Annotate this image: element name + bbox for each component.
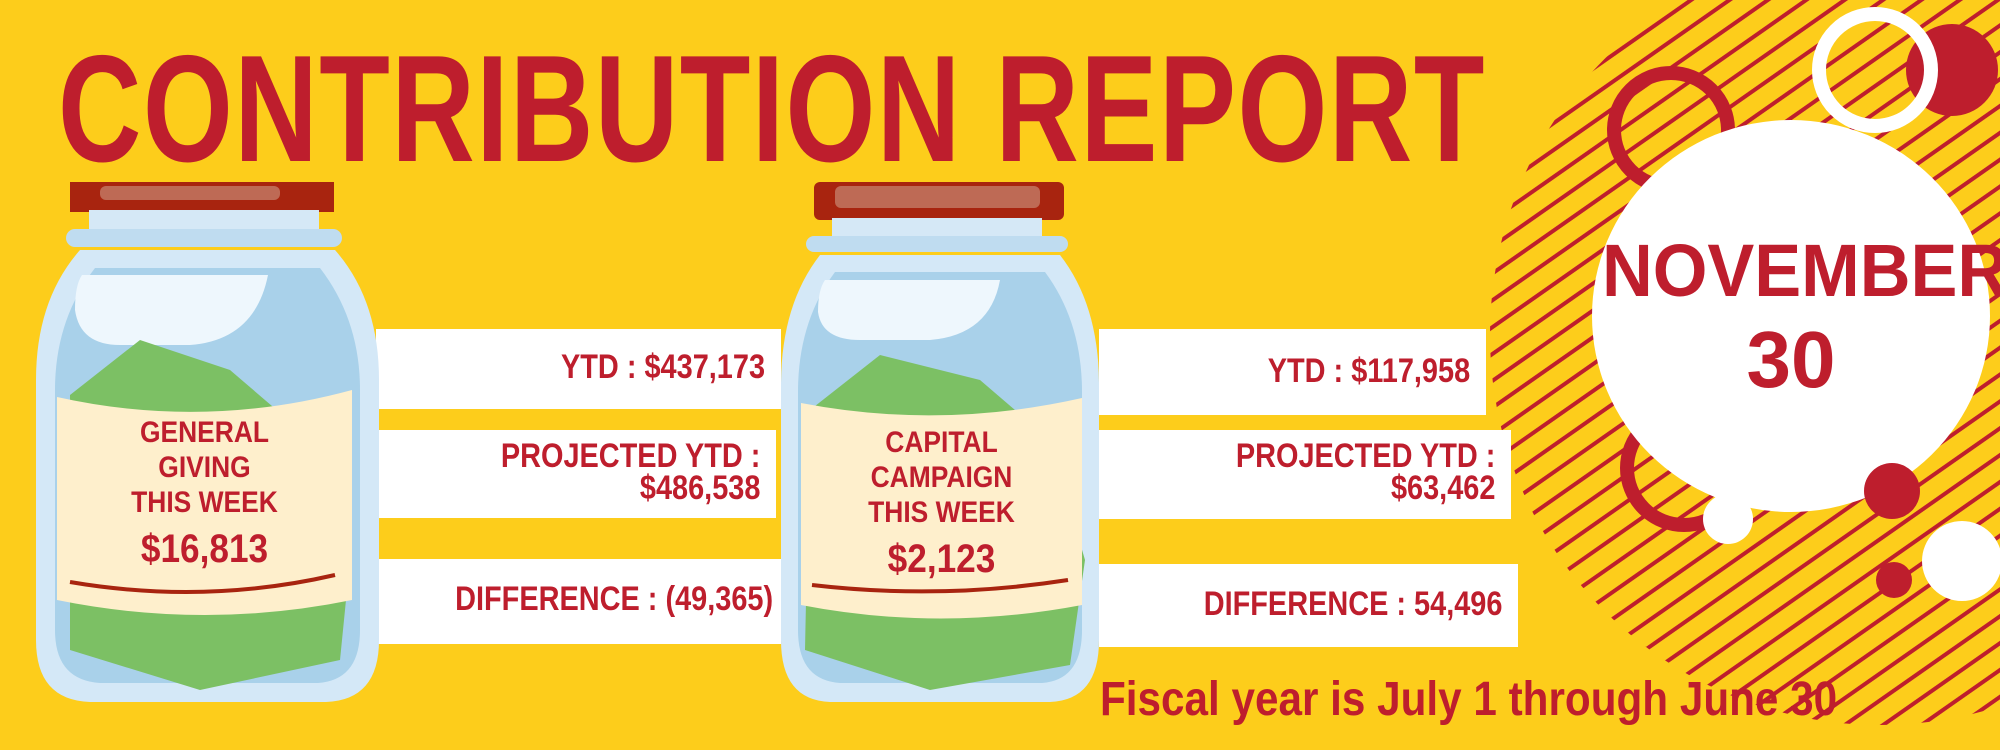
jar-label-general-giving: GENERAL GIVING THIS WEEK $16,813 xyxy=(57,415,352,574)
ytd-bar: YTD : $117,958 xyxy=(1099,329,1486,415)
week-amount: $2,123 xyxy=(887,537,996,581)
difference-value: DIFFERENCE : (49,365) xyxy=(455,580,773,618)
date-day: 30 xyxy=(1746,315,1836,404)
projected-value: $63,462 xyxy=(1390,469,1495,507)
difference-bar: DIFFERENCE : (49,365) xyxy=(376,559,781,644)
projected-label: PROJECTED YTD : xyxy=(500,437,760,475)
ytd-value: YTD : $117,958 xyxy=(1267,352,1470,390)
projected-label: PROJECTED YTD : xyxy=(1235,437,1495,475)
white-ring xyxy=(1812,7,1938,133)
fiscal-year-note: Fiscal year is July 1 through June 30 xyxy=(1100,673,1838,726)
ytd-bar: YTD : $437,173 xyxy=(376,329,781,409)
label-line: THIS WEEK xyxy=(131,486,278,519)
date-circle xyxy=(1592,120,1990,512)
difference-bar: DIFFERENCE : 54,496 xyxy=(1099,564,1518,647)
page-title: CONTRIBUTION REPORT xyxy=(58,24,1486,194)
red-dot xyxy=(1876,562,1912,598)
projected-value: $486,538 xyxy=(639,469,760,507)
ytd-value: YTD : $437,173 xyxy=(560,348,765,386)
label-line: CAMPAIGN xyxy=(870,461,1013,494)
label-line: GIVING xyxy=(158,451,251,484)
projected-bar: PROJECTED YTD : $486,538 xyxy=(376,430,776,518)
white-dot xyxy=(1703,494,1753,544)
jar-general-giving xyxy=(36,182,379,702)
difference-value: DIFFERENCE : 54,496 xyxy=(1203,585,1502,623)
date-badge: NOVEMBER 30 xyxy=(1592,229,2000,408)
white-dot xyxy=(1922,521,2000,601)
label-line: CAPITAL xyxy=(885,426,998,459)
jar-label-capital-campaign: CAPITAL CAMPAIGN THIS WEEK $2,123 xyxy=(801,425,1082,584)
jar-capital-campaign xyxy=(781,182,1099,702)
projected-bar: PROJECTED YTD : $63,462 xyxy=(1099,430,1511,519)
red-dot xyxy=(1864,463,1920,519)
week-amount: $16,813 xyxy=(140,527,269,571)
label-line: THIS WEEK xyxy=(868,496,1015,529)
date-month: NOVEMBER xyxy=(1601,229,2000,312)
label-line: GENERAL xyxy=(139,416,270,449)
